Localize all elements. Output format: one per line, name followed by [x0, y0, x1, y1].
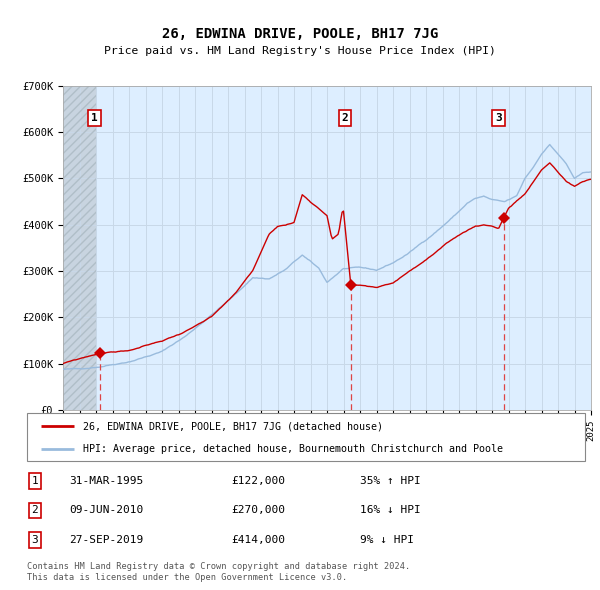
- Text: 27-SEP-2019: 27-SEP-2019: [69, 535, 143, 545]
- Text: 16% ↓ HPI: 16% ↓ HPI: [360, 506, 421, 515]
- Text: 9% ↓ HPI: 9% ↓ HPI: [360, 535, 414, 545]
- Text: This data is licensed under the Open Government Licence v3.0.: This data is licensed under the Open Gov…: [27, 572, 347, 582]
- Bar: [63, 86, 96, 410]
- Text: 2: 2: [31, 506, 38, 515]
- Text: HPI: Average price, detached house, Bournemouth Christchurch and Poole: HPI: Average price, detached house, Bour…: [83, 444, 503, 454]
- Text: £122,000: £122,000: [231, 476, 285, 486]
- Text: Contains HM Land Registry data © Crown copyright and database right 2024.: Contains HM Land Registry data © Crown c…: [27, 562, 410, 571]
- FancyBboxPatch shape: [27, 413, 585, 461]
- Text: 35% ↑ HPI: 35% ↑ HPI: [360, 476, 421, 486]
- Text: 1: 1: [91, 113, 98, 123]
- Bar: [63, 86, 96, 410]
- Text: 2: 2: [341, 113, 349, 123]
- Text: 3: 3: [31, 535, 38, 545]
- Text: £270,000: £270,000: [231, 506, 285, 515]
- Text: 26, EDWINA DRIVE, POOLE, BH17 7JG: 26, EDWINA DRIVE, POOLE, BH17 7JG: [162, 27, 438, 41]
- Text: 1: 1: [31, 476, 38, 486]
- Text: 09-JUN-2010: 09-JUN-2010: [69, 506, 143, 515]
- Text: 31-MAR-1995: 31-MAR-1995: [69, 476, 143, 486]
- Text: £414,000: £414,000: [231, 535, 285, 545]
- Text: 26, EDWINA DRIVE, POOLE, BH17 7JG (detached house): 26, EDWINA DRIVE, POOLE, BH17 7JG (detac…: [83, 421, 383, 431]
- Text: Price paid vs. HM Land Registry's House Price Index (HPI): Price paid vs. HM Land Registry's House …: [104, 46, 496, 56]
- Text: 3: 3: [495, 113, 502, 123]
